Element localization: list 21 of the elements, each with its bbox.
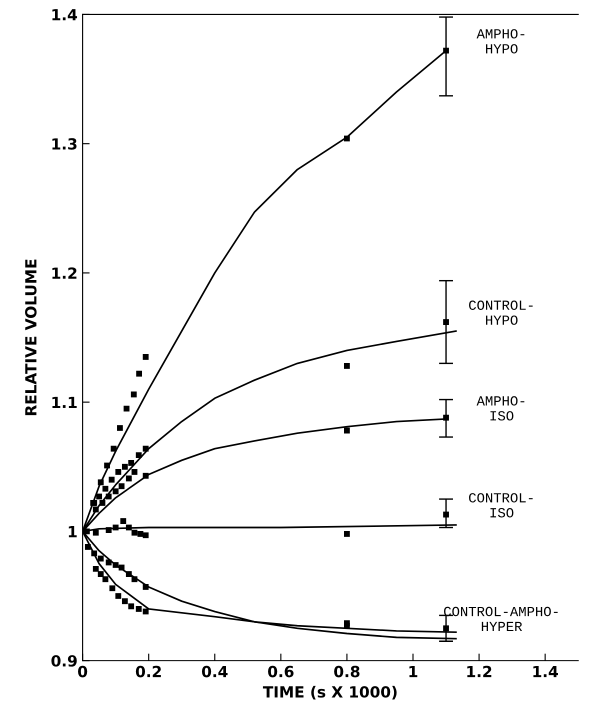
y-tick-label: 1.1: [52, 396, 77, 408]
series-label: CONTROL- HYPO: [469, 300, 533, 325]
y-tick-label: 1: [68, 526, 77, 538]
y-tick-label: 1.4: [52, 9, 78, 20]
x-tick-label: 1.4: [533, 666, 558, 678]
x-axis-title: TIME (s X 1000): [262, 686, 397, 700]
text: AMPHO- HYPO: [476, 29, 524, 54]
x-tick-label: 0.2: [136, 666, 161, 678]
x-tick-label: 0.8: [334, 666, 360, 678]
y-axis-title: RELATIVE VOLUME: [25, 260, 37, 416]
x-tick-label: 0.6: [268, 666, 294, 678]
x-tick-label: 1.2: [467, 666, 492, 678]
y-tick-label: 1.3: [52, 138, 77, 150]
text: AMPHO- ISO: [476, 396, 524, 421]
series-label: CONTROL- ISO: [469, 493, 533, 518]
series-label: CONTROL-AMPHO- HYPER: [444, 606, 558, 632]
x-tick-label: 0: [78, 666, 88, 678]
x-tick-label: 0.4: [202, 666, 228, 678]
y-tick-label: 1.2: [52, 267, 76, 279]
y-tick-label: 0.9: [51, 655, 77, 667]
x-tick-label: 1: [409, 666, 418, 678]
